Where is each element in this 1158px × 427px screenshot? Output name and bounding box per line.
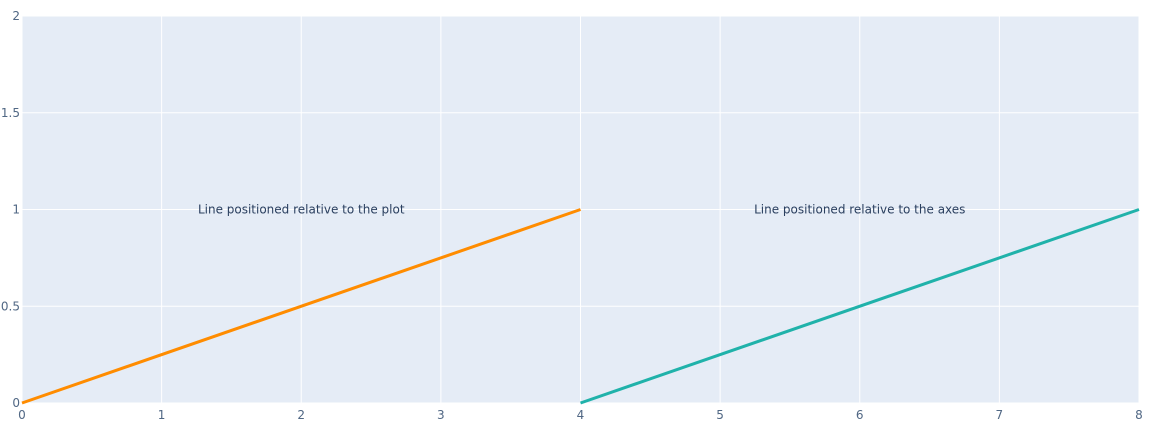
annotations: Line positioned relative to the plot Line… xyxy=(198,203,965,217)
y-tick-label: 2 xyxy=(12,9,20,23)
orange-line xyxy=(21,208,581,405)
tick-labels: 0 1 2 3 4 5 6 7 8 0 0.5 1 1.5 2 xyxy=(1,9,1143,422)
x-tick-label: 8 xyxy=(1135,408,1143,422)
teal-line xyxy=(580,208,1140,405)
x-tick-label: 0 xyxy=(18,408,26,422)
x-tick-label: 1 xyxy=(158,408,166,422)
y-tick-label: 0 xyxy=(12,396,20,410)
y-tick-label: 1.5 xyxy=(1,106,20,120)
line-shapes xyxy=(21,208,1140,405)
y-tick-label: 1 xyxy=(12,203,20,217)
x-tick-label: 7 xyxy=(996,408,1004,422)
annotation-axes: Line positioned relative to the axes xyxy=(754,203,965,217)
x-tick-label: 2 xyxy=(297,408,305,422)
x-tick-label: 3 xyxy=(437,408,445,422)
y-tick-label: 0.5 xyxy=(1,299,20,313)
annotation-plot: Line positioned relative to the plot xyxy=(198,203,405,217)
x-tick-label: 5 xyxy=(716,408,724,422)
x-tick-label: 4 xyxy=(577,408,585,422)
x-tick-label: 6 xyxy=(856,408,864,422)
